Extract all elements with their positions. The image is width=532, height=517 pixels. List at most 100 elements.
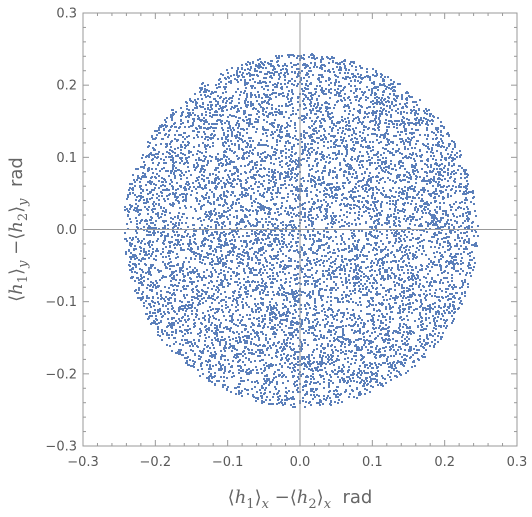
scatter-point	[440, 279, 442, 281]
scatter-point	[325, 88, 327, 90]
scatter-point	[162, 276, 164, 278]
scatter-point	[219, 284, 221, 286]
scatter-point	[421, 168, 423, 170]
scatter-point	[308, 173, 310, 175]
scatter-point	[318, 292, 320, 294]
scatter-point	[295, 363, 297, 365]
scatter-point	[387, 278, 389, 280]
scatter-point	[281, 376, 283, 378]
scatter-point	[199, 171, 201, 173]
scatter-point	[141, 293, 143, 295]
scatter-point	[250, 270, 252, 272]
scatter-point	[347, 72, 349, 74]
scatter-point	[237, 108, 239, 110]
scatter-point	[296, 321, 298, 323]
scatter-point	[175, 222, 177, 224]
scatter-point	[271, 326, 273, 328]
scatter-point	[409, 285, 411, 287]
scatter-point	[312, 314, 314, 316]
scatter-point	[373, 154, 375, 156]
scatter-point	[297, 369, 299, 371]
scatter-point	[263, 383, 265, 385]
scatter-point	[158, 175, 160, 177]
scatter-point	[468, 238, 470, 240]
scatter-point	[318, 338, 320, 340]
scatter-point	[153, 305, 155, 307]
scatter-point	[230, 268, 232, 270]
scatter-point	[370, 262, 372, 264]
scatter-point	[281, 236, 283, 238]
scatter-point	[198, 318, 200, 320]
scatter-point	[263, 180, 265, 182]
scatter-point	[303, 103, 305, 105]
scatter-point	[294, 309, 296, 311]
scatter-point	[281, 166, 283, 168]
scatter-point	[432, 138, 434, 140]
scatter-point	[354, 212, 356, 214]
scatter-point	[167, 198, 169, 200]
scatter-point	[387, 374, 389, 376]
scatter-point	[254, 201, 256, 203]
scatter-point	[246, 128, 248, 130]
scatter-point	[189, 266, 191, 268]
scatter-point	[234, 143, 236, 145]
scatter-points	[124, 53, 479, 408]
scatter-point	[417, 339, 419, 341]
scatter-point	[207, 162, 209, 164]
scatter-point	[415, 163, 417, 165]
scatter-point	[255, 174, 257, 176]
scatter-point	[424, 344, 426, 346]
scatter-point	[215, 158, 217, 160]
scatter-point	[192, 112, 194, 114]
scatter-point	[351, 223, 353, 225]
scatter-point	[215, 227, 217, 229]
scatter-point	[220, 260, 222, 262]
scatter-point	[423, 276, 425, 278]
scatter-point	[172, 160, 174, 162]
scatter-point	[210, 93, 212, 95]
scatter-point	[362, 94, 364, 96]
scatter-point	[340, 321, 342, 323]
scatter-point	[449, 284, 451, 286]
scatter-point	[436, 212, 438, 214]
scatter-point	[238, 236, 240, 238]
scatter-point	[239, 296, 241, 298]
scatter-point	[204, 146, 206, 148]
scatter-point	[352, 290, 354, 292]
scatter-point	[146, 208, 148, 210]
scatter-point	[246, 314, 248, 316]
scatter-point	[400, 111, 402, 113]
scatter-point	[439, 227, 441, 229]
scatter-point	[415, 281, 417, 283]
scatter-point	[453, 266, 455, 268]
scatter-point	[442, 315, 444, 317]
scatter-point	[341, 132, 343, 134]
scatter-point	[251, 322, 253, 324]
scatter-point	[131, 243, 133, 245]
scatter-point	[286, 69, 288, 71]
scatter-point	[419, 335, 421, 337]
scatter-point	[298, 315, 300, 317]
scatter-point	[429, 210, 431, 212]
scatter-point	[374, 124, 376, 126]
scatter-point	[250, 268, 252, 270]
scatter-point	[309, 291, 311, 293]
scatter-point	[390, 295, 392, 297]
scatter-point	[263, 252, 265, 254]
scatter-point	[401, 300, 403, 302]
scatter-point	[306, 193, 308, 195]
scatter-point	[400, 131, 402, 133]
scatter-point	[305, 308, 307, 310]
scatter-point	[457, 270, 459, 272]
scatter-point	[161, 331, 163, 333]
scatter-point	[456, 292, 458, 294]
scatter-point	[281, 323, 283, 325]
scatter-point	[369, 335, 371, 337]
scatter-point	[245, 192, 247, 194]
scatter-point	[319, 191, 321, 193]
scatter-point	[280, 354, 282, 356]
scatter-point	[288, 184, 290, 186]
scatter-point	[399, 167, 401, 169]
scatter-point	[143, 305, 145, 307]
scatter-point	[292, 317, 294, 319]
